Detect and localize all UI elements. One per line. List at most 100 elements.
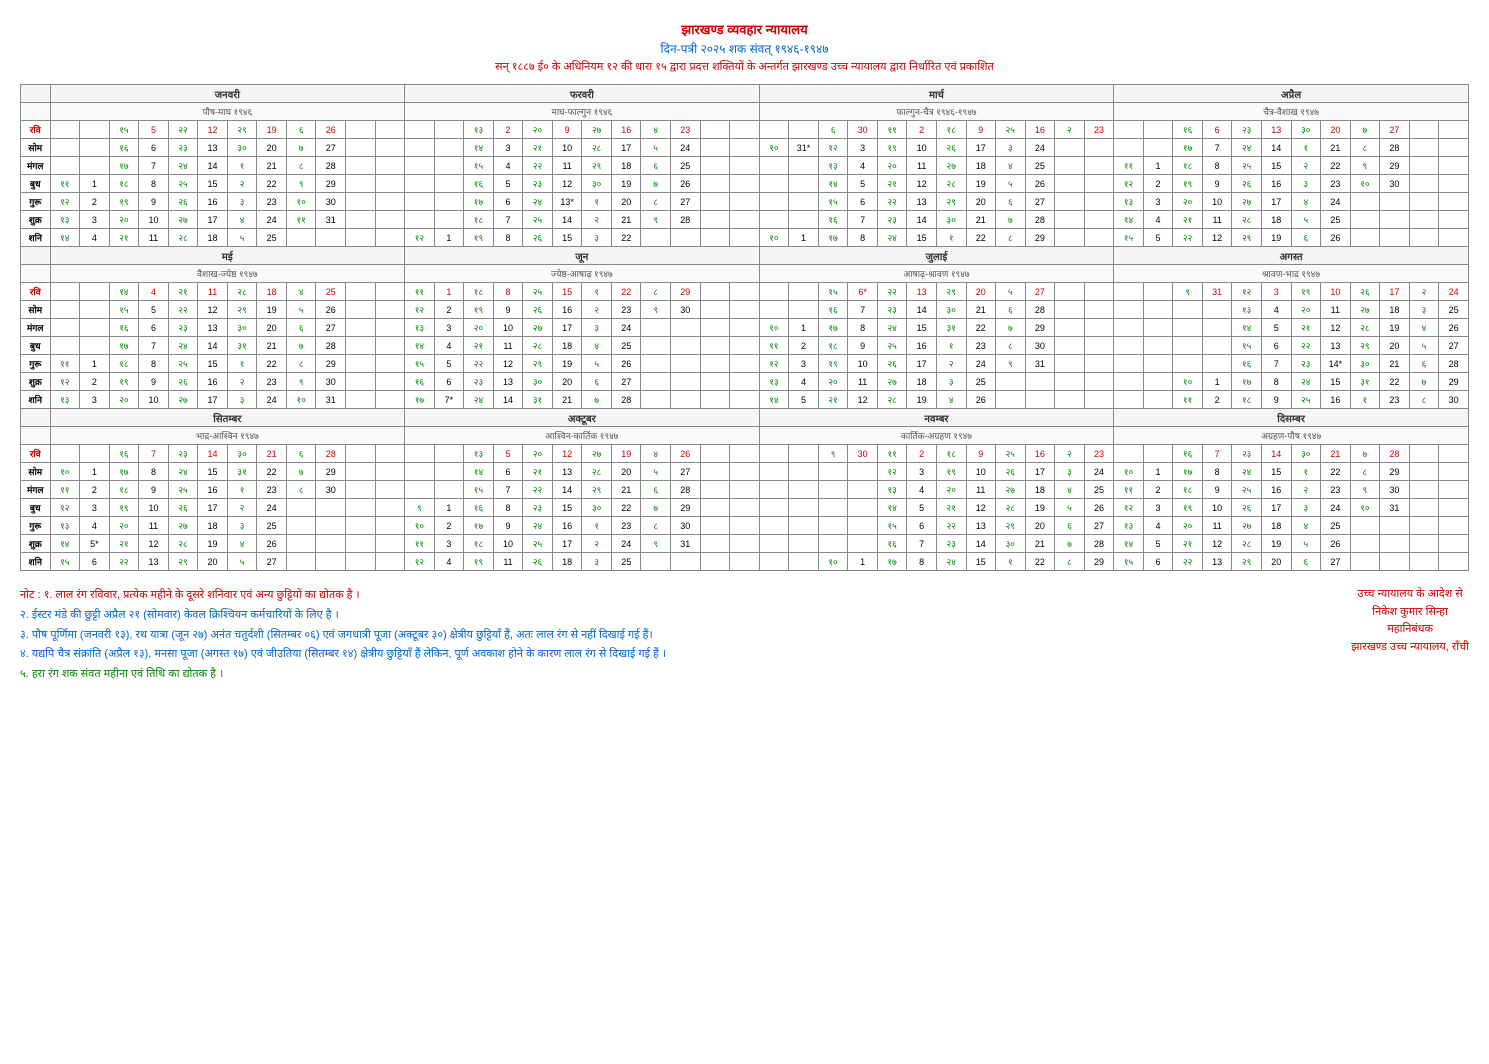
- date-cell: 29: [1380, 157, 1410, 175]
- date-cell: [346, 211, 376, 229]
- date-cell: २०: [1291, 301, 1321, 319]
- day-header-blank: [21, 409, 51, 427]
- date-cell: 28: [316, 445, 346, 463]
- date-cell: १०: [1114, 463, 1144, 481]
- date-cell: १३: [50, 517, 80, 535]
- date-cell: [1084, 157, 1114, 175]
- date-cell: २३: [877, 211, 907, 229]
- date-cell: 7: [1261, 355, 1291, 373]
- date-cell: १५: [1114, 229, 1144, 247]
- date-cell: १०: [818, 553, 848, 571]
- date-cell: १७: [109, 463, 139, 481]
- date-cell: १७: [818, 319, 848, 337]
- date-cell: १०: [759, 229, 789, 247]
- date-cell: [1202, 337, 1232, 355]
- date-cell: ५: [582, 355, 612, 373]
- date-cell: [1439, 517, 1469, 535]
- date-cell: [700, 499, 730, 517]
- date-cell: [375, 517, 405, 535]
- date-cell: १८: [109, 355, 139, 373]
- date-cell: [671, 355, 701, 373]
- date-cell: [1350, 517, 1380, 535]
- date-cell: ९: [641, 301, 671, 319]
- date-cell: २६: [1232, 499, 1262, 517]
- date-cell: २६: [168, 193, 198, 211]
- date-cell: 14: [552, 481, 582, 499]
- date-cell: [375, 355, 405, 373]
- date-cell: ४: [1055, 481, 1085, 499]
- date-cell: ७: [286, 139, 316, 157]
- date-cell: [1114, 301, 1144, 319]
- date-cell: १८: [464, 283, 494, 301]
- day-label: बुध: [21, 175, 51, 193]
- date-cell: 13: [907, 283, 937, 301]
- date-cell: १६: [818, 301, 848, 319]
- date-cell: 30: [1025, 337, 1055, 355]
- date-cell: 4: [1143, 517, 1173, 535]
- date-cell: 8: [493, 229, 523, 247]
- date-cell: २४: [523, 517, 553, 535]
- date-cell: ११: [877, 121, 907, 139]
- date-cell: ५: [1291, 211, 1321, 229]
- date-cell: ७: [1350, 445, 1380, 463]
- date-cell: 9: [848, 337, 878, 355]
- date-cell: [700, 355, 730, 373]
- date-cell: 29: [1025, 229, 1055, 247]
- date-cell: [730, 463, 760, 481]
- date-cell: ६: [286, 319, 316, 337]
- date-cell: [789, 517, 819, 535]
- date-cell: २३: [168, 319, 198, 337]
- date-cell: 20: [257, 139, 287, 157]
- date-cell: 23: [1321, 175, 1351, 193]
- date-cell: १६: [1232, 355, 1262, 373]
- date-cell: 20: [1380, 337, 1410, 355]
- date-cell: 13: [1261, 121, 1291, 139]
- date-cell: 11: [1321, 301, 1351, 319]
- date-cell: 9: [966, 445, 996, 463]
- date-cell: 30: [316, 373, 346, 391]
- date-cell: 1: [848, 553, 878, 571]
- date-cell: 17: [611, 139, 641, 157]
- date-cell: १: [227, 157, 257, 175]
- date-cell: [1143, 355, 1173, 373]
- date-cell: 8: [1261, 373, 1291, 391]
- date-cell: १८: [464, 211, 494, 229]
- main-title: झारखण्ड व्यवहार न्यायालय: [20, 20, 1469, 38]
- date-cell: 26: [1084, 499, 1114, 517]
- date-cell: [375, 535, 405, 553]
- date-cell: 19: [1025, 499, 1055, 517]
- date-cell: [1084, 319, 1114, 337]
- date-cell: २१: [877, 175, 907, 193]
- date-cell: 3: [434, 319, 464, 337]
- date-cell: १७: [877, 553, 907, 571]
- date-cell: 24: [257, 499, 287, 517]
- date-cell: 6: [493, 463, 523, 481]
- day-label: रवि: [21, 121, 51, 139]
- date-cell: [759, 157, 789, 175]
- date-cell: ५: [286, 301, 316, 319]
- date-cell: [434, 175, 464, 193]
- date-cell: 14: [1261, 445, 1291, 463]
- date-cell: १९: [818, 355, 848, 373]
- date-cell: १७: [818, 229, 848, 247]
- date-cell: २९: [1350, 337, 1380, 355]
- date-cell: 13: [552, 463, 582, 481]
- date-cell: २: [1055, 445, 1085, 463]
- day-label: गुरू: [21, 193, 51, 211]
- date-cell: १५: [818, 193, 848, 211]
- date-cell: २२: [877, 193, 907, 211]
- date-cell: ९: [818, 445, 848, 463]
- date-cell: [730, 445, 760, 463]
- date-cell: 27: [671, 193, 701, 211]
- date-cell: ४: [227, 535, 257, 553]
- date-cell: [848, 517, 878, 535]
- date-cell: २२: [936, 517, 966, 535]
- date-cell: 24: [257, 391, 287, 409]
- date-cell: [405, 157, 435, 175]
- date-cell: 18: [552, 337, 582, 355]
- date-cell: 27: [1025, 283, 1055, 301]
- month-subname: श्रावण-भाद्र १९४७: [1114, 265, 1469, 283]
- date-cell: [346, 481, 376, 499]
- date-cell: ११: [50, 481, 80, 499]
- date-cell: १२: [1232, 283, 1262, 301]
